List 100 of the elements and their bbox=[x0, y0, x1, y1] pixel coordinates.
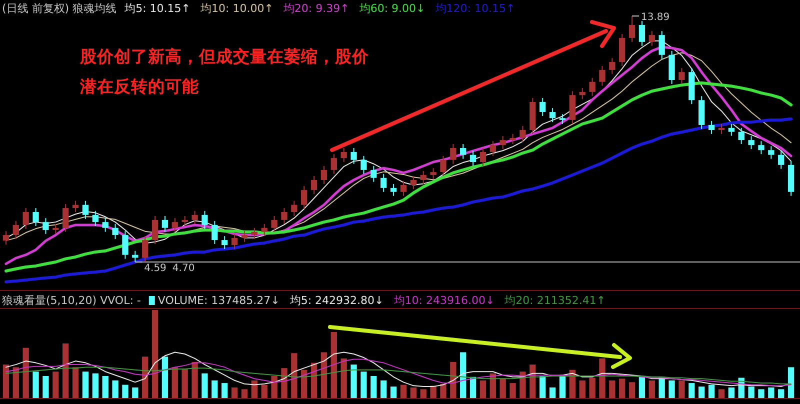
bar bbox=[82, 372, 89, 398]
bar bbox=[152, 310, 158, 398]
bar bbox=[460, 352, 466, 398]
candlestick bbox=[42, 218, 49, 234]
bar bbox=[778, 389, 784, 398]
bar bbox=[2, 364, 10, 398]
bar bbox=[291, 353, 298, 398]
candlestick bbox=[360, 155, 367, 174]
bar bbox=[281, 368, 288, 398]
bar bbox=[758, 389, 764, 398]
candlestick bbox=[430, 168, 436, 180]
bar bbox=[182, 368, 188, 398]
candlestick bbox=[261, 223, 268, 236]
bar bbox=[400, 384, 407, 398]
candlestick bbox=[92, 210, 98, 227]
bar bbox=[360, 372, 367, 398]
bar bbox=[589, 378, 596, 398]
candlestick bbox=[122, 230, 128, 260]
bar bbox=[768, 387, 774, 398]
candlestick bbox=[142, 236, 148, 262]
bar bbox=[500, 378, 506, 398]
bar bbox=[420, 389, 426, 398]
bar bbox=[390, 386, 397, 398]
candlestick bbox=[728, 123, 734, 136]
bar bbox=[440, 384, 446, 398]
bar bbox=[320, 352, 328, 398]
bar bbox=[52, 372, 59, 398]
candlestick bbox=[182, 215, 188, 227]
bar bbox=[609, 380, 616, 398]
candlestick bbox=[520, 126, 526, 142]
bar bbox=[350, 364, 357, 398]
candlestick bbox=[708, 120, 715, 134]
candlestick bbox=[748, 136, 754, 150]
candlestick bbox=[52, 223, 59, 234]
bar bbox=[688, 383, 695, 398]
candlestick bbox=[291, 200, 298, 216]
bar bbox=[370, 376, 377, 398]
candlestick bbox=[350, 147, 357, 164]
candlestick bbox=[589, 77, 596, 96]
candlestick bbox=[470, 150, 476, 166]
candlestick bbox=[271, 215, 278, 232]
bar bbox=[728, 387, 734, 398]
bar bbox=[628, 382, 636, 398]
annotation: 股价创了新高，但成交量在萎缩，股价潜在反转的可能 bbox=[79, 47, 370, 96]
candlestick bbox=[559, 114, 566, 124]
text: 4.59 bbox=[144, 263, 166, 274]
candlestick bbox=[281, 208, 288, 224]
candlestick bbox=[2, 230, 10, 246]
candlestick bbox=[251, 227, 258, 240]
bar bbox=[510, 383, 516, 398]
candlestick bbox=[579, 87, 586, 100]
candlestick bbox=[22, 208, 29, 230]
legend: 均5: 10.15↑ 均10: 10.00↑ 均20: 9.39↑ 均60: 9.00↓ 均120: 10.15↑ bbox=[124, 2, 516, 15]
candlestick bbox=[231, 233, 238, 250]
chart-title: 狼魂看量(5,10,20) VVOL: - bbox=[2, 294, 141, 307]
candlestick bbox=[132, 250, 138, 262]
candlestick bbox=[628, 16, 636, 42]
bar bbox=[410, 387, 416, 398]
bar bbox=[340, 358, 347, 398]
bar bbox=[72, 367, 79, 398]
candlestick bbox=[638, 20, 646, 46]
candlestick bbox=[62, 204, 69, 232]
bar bbox=[619, 378, 626, 398]
candlestick bbox=[460, 144, 466, 160]
bar bbox=[540, 376, 546, 398]
bar bbox=[520, 372, 526, 398]
bar bbox=[172, 367, 178, 398]
candlestick bbox=[72, 200, 79, 213]
candlestick bbox=[12, 220, 19, 240]
candlestick bbox=[490, 140, 496, 156]
bar bbox=[202, 373, 208, 398]
candlestick bbox=[162, 215, 168, 232]
bar bbox=[112, 380, 118, 398]
candlestick bbox=[450, 144, 456, 164]
candlestick bbox=[390, 183, 397, 196]
bar bbox=[212, 380, 218, 398]
candlestick bbox=[32, 208, 39, 227]
bar bbox=[62, 343, 69, 398]
bar bbox=[569, 370, 576, 398]
bar bbox=[788, 367, 794, 398]
legend-label: VOLUME: 137485.27↓ bbox=[158, 294, 280, 307]
candlestick bbox=[310, 176, 318, 195]
bar bbox=[241, 389, 248, 398]
bar bbox=[231, 387, 238, 398]
candlestick bbox=[678, 68, 685, 84]
bar bbox=[599, 358, 606, 398]
candlestick bbox=[500, 136, 506, 150]
candlestick bbox=[380, 173, 387, 192]
candlestick bbox=[340, 147, 347, 163]
candlestick bbox=[440, 155, 446, 177]
bar bbox=[222, 383, 228, 398]
legend: VOLUME: 137485.27↓ 均5: 242932.80↓ 均10: 243916.00↓ 均20: 211352.41↑ bbox=[148, 294, 606, 307]
candlestick bbox=[192, 210, 198, 224]
bar bbox=[648, 380, 655, 398]
bar bbox=[162, 356, 168, 398]
annotation: 13.89 bbox=[641, 12, 670, 23]
candlestick bbox=[410, 176, 416, 190]
bar bbox=[271, 376, 278, 398]
candlestick bbox=[330, 154, 337, 174]
candlestick bbox=[152, 215, 158, 245]
